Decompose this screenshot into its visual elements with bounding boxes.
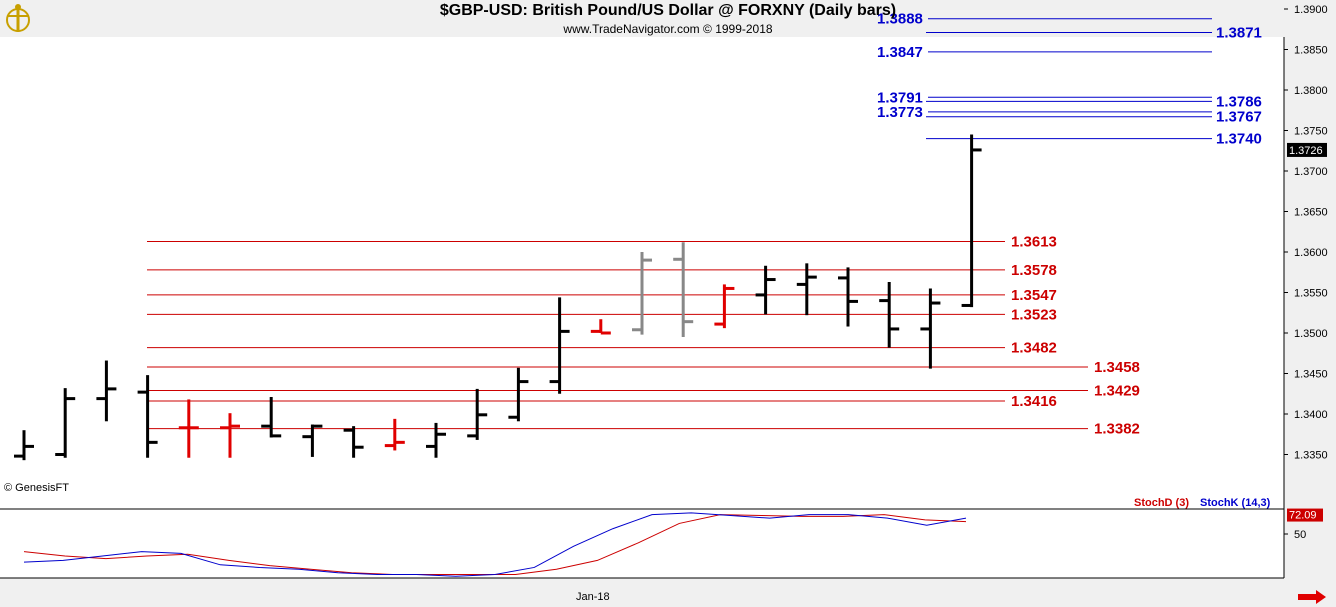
- ohlc-bar: [961, 134, 982, 308]
- scroll-right-arrow-icon[interactable]: [1298, 590, 1326, 604]
- price-tick-label: 1.3850: [1294, 45, 1328, 57]
- support-level-label: 1.3458: [1094, 359, 1140, 376]
- ohlc-bar: [632, 252, 652, 335]
- ohlc-bar: [96, 360, 117, 422]
- price-tick-label: 1.3700: [1294, 166, 1328, 178]
- support-level-label: 1.3382: [1094, 421, 1140, 438]
- support-level-label: 1.3578: [1011, 262, 1057, 279]
- support-level-label: 1.3547: [1011, 287, 1057, 304]
- price-tick-label: 1.3400: [1294, 409, 1328, 421]
- price-tick-label: 1.3750: [1294, 126, 1328, 138]
- watermark: © GenesisFT: [4, 482, 69, 494]
- support-level-label: 1.3523: [1011, 306, 1057, 323]
- resistance-level-label: 1.3767: [1216, 109, 1262, 126]
- chart-subtitle: www.TradeNavigator.com © 1999-2018: [563, 22, 773, 36]
- price-tick-label: 1.3500: [1294, 328, 1328, 340]
- resistance-level-label: 1.3740: [1216, 131, 1262, 148]
- ohlc-bar: [755, 265, 776, 315]
- ohlc-bar: [796, 263, 817, 316]
- ohlc-bar: [920, 288, 941, 369]
- ohlc-bar: [879, 281, 900, 348]
- stochK-line: [23, 512, 967, 577]
- last-price-box: [1287, 142, 1327, 157]
- price-tick-label: 1.3450: [1294, 369, 1328, 381]
- resistance-level-label: 1.3791: [877, 89, 923, 106]
- resistance-level-label: 1.3888: [877, 11, 923, 28]
- price-tick-label: 1.3600: [1294, 247, 1328, 259]
- ohlc-bar: [673, 242, 694, 338]
- ohlc-bar: [467, 388, 488, 440]
- ohlc-bar: [590, 319, 611, 335]
- stochK-legend: StochK (14,3): [1200, 497, 1271, 509]
- stochD-last-box: [1287, 508, 1323, 522]
- ohlc-bar: [549, 297, 570, 394]
- price-tick-label: 1.3900: [1294, 4, 1328, 16]
- stochD-last-label: 72.09: [1289, 510, 1317, 522]
- ohlc-bar: [137, 375, 158, 458]
- ohlc-bar: [714, 284, 735, 329]
- ohlc-bar: [384, 418, 405, 451]
- ohlc-bar: [343, 426, 364, 458]
- support-level-label: 1.3482: [1011, 340, 1057, 357]
- resistance-level-label: 1.3773: [877, 104, 923, 121]
- price-tick-label: 1.3550: [1294, 288, 1328, 300]
- stoch-tick-label: 50: [1294, 529, 1306, 541]
- support-level-label: 1.3613: [1011, 233, 1057, 250]
- ohlc-bar: [178, 399, 199, 458]
- stochD-legend: StochD (3): [1134, 497, 1189, 509]
- ohlc-bar: [508, 367, 529, 422]
- last-price-label: 1.3726: [1289, 145, 1323, 157]
- price-tick-label: 1.3650: [1294, 207, 1328, 219]
- resistance-level-label: 1.3786: [1216, 93, 1262, 110]
- support-level-label: 1.3416: [1011, 393, 1057, 410]
- tradenavigator-logo-icon: [6, 4, 30, 32]
- ohlc-bar: [838, 267, 858, 327]
- support-level-label: 1.3429: [1094, 383, 1140, 400]
- ohlc-bar: [14, 430, 34, 461]
- resistance-level-label: 1.3871: [1216, 24, 1262, 41]
- price-tick-label: 1.3800: [1294, 85, 1328, 97]
- price-tick-label: 1.3350: [1294, 450, 1328, 462]
- ohlc-bar: [426, 422, 446, 458]
- ohlc-bar: [261, 396, 282, 438]
- ohlc-bar: [220, 413, 240, 458]
- ohlc-bar: [55, 388, 76, 458]
- resistance-level-label: 1.3847: [877, 44, 923, 61]
- x-axis-date-label: Jan-18: [576, 591, 610, 603]
- ohlc-bar: [302, 424, 323, 457]
- chart-title: $GBP-USD: British Pound/US Dollar @ FORX…: [439, 2, 897, 19]
